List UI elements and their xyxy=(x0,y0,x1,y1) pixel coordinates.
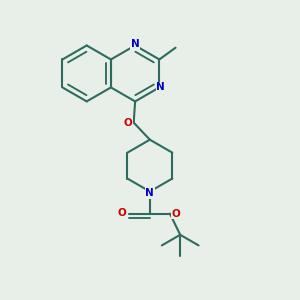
Text: N: N xyxy=(146,188,154,198)
Text: O: O xyxy=(172,208,181,219)
Text: N: N xyxy=(157,82,165,92)
Text: O: O xyxy=(118,208,127,218)
Text: O: O xyxy=(124,118,133,128)
Text: N: N xyxy=(131,39,140,49)
